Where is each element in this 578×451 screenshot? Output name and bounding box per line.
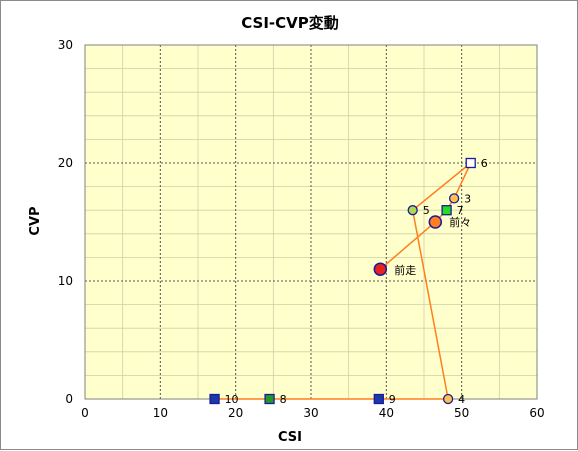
- marker-point-前走: [373, 262, 388, 276]
- y-tick-label: 10: [58, 274, 73, 288]
- y-axis-ticks: 0 10 20 30: [58, 38, 73, 406]
- point-label-前々: 前々: [449, 215, 471, 229]
- gridlines: [85, 45, 537, 399]
- point-label-7: 7: [457, 204, 464, 217]
- x-tick-label: 20: [228, 406, 243, 420]
- x-axis-title: CSI: [278, 430, 302, 445]
- point-label-前走: 前走: [394, 263, 416, 277]
- marker-point-前々: [428, 215, 443, 229]
- series-line: [214, 162, 472, 400]
- x-tick-label: 50: [454, 406, 469, 420]
- marker-point-3: [448, 193, 460, 204]
- point-label-3: 3: [464, 192, 471, 205]
- series-path: [214, 162, 472, 400]
- markers: [209, 157, 476, 405]
- x-tick-label: 0: [81, 406, 89, 420]
- point-label-8: 8: [280, 393, 287, 406]
- x-axis-ticks: 0 10 20 30 40 50 60: [81, 406, 544, 420]
- marker-point-5: [407, 205, 418, 216]
- point-label-5: 5: [423, 204, 430, 217]
- marker-point-6: [465, 157, 476, 169]
- x-tick-label: 10: [153, 406, 168, 420]
- point-label-4: 4: [458, 393, 465, 406]
- y-tick-label: 30: [58, 38, 73, 52]
- point-label-9: 9: [389, 393, 396, 406]
- y-tick-label: 20: [58, 156, 73, 170]
- chart-title: CSI-CVP変動: [241, 14, 339, 32]
- point-label-6: 6: [481, 157, 488, 170]
- marker-point-9: [373, 393, 384, 405]
- x-tick-label: 60: [529, 406, 544, 420]
- x-tick-label: 40: [379, 406, 394, 420]
- marker-point-10: [209, 393, 220, 405]
- marker-point-8: [264, 393, 275, 405]
- marker-point-4: [442, 393, 454, 405]
- x-tick-label: 30: [303, 406, 318, 420]
- marker-point-7: [441, 205, 452, 216]
- point-label-10: 10: [225, 393, 239, 406]
- y-axis-title: CVP: [28, 206, 43, 235]
- y-tick-label: 0: [65, 392, 73, 406]
